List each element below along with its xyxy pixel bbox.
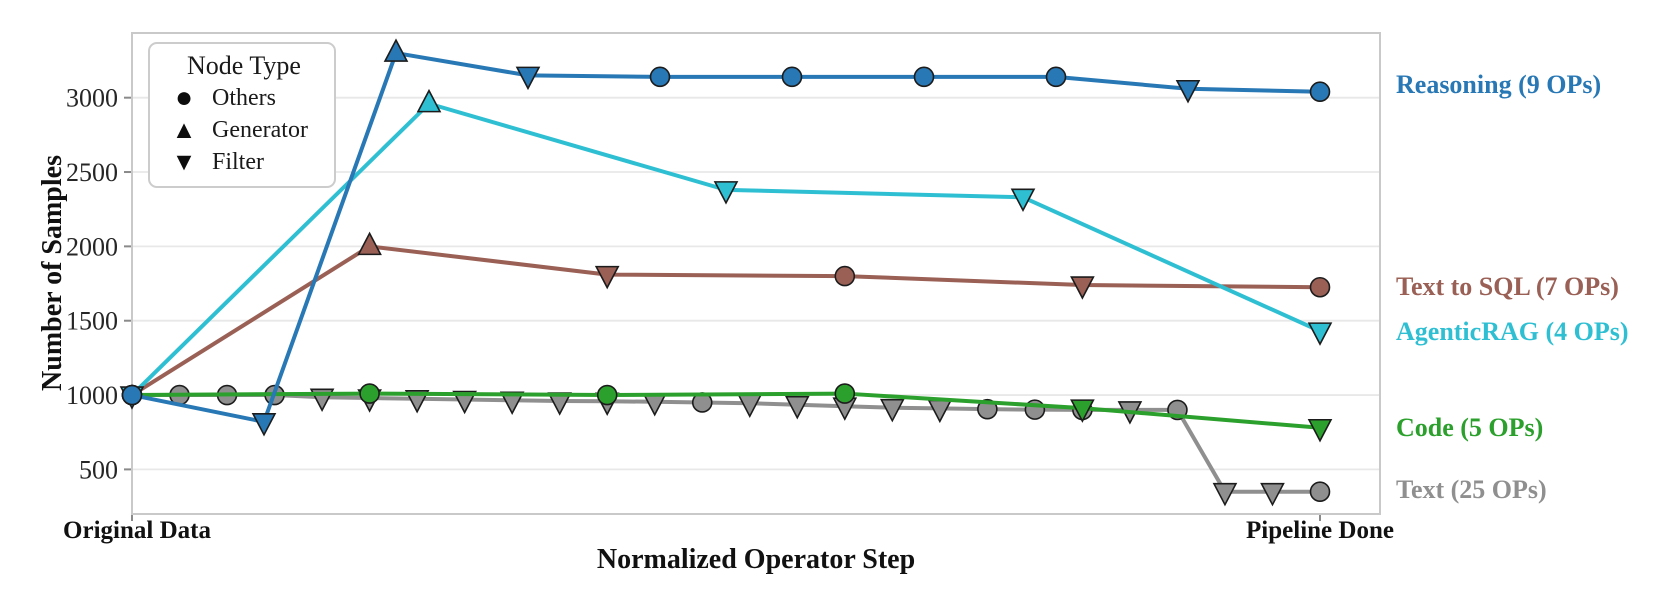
marker-others-text-to-sql	[834, 265, 856, 287]
series-label-agentic-rag: AgenticRAG (4 OPs)	[1396, 317, 1629, 346]
x-tick-label-original-data: Original Data	[63, 517, 211, 544]
x-axis-title: Normalized Operator Step	[596, 544, 916, 575]
marker-filter-text	[737, 394, 763, 418]
y-tick-label: 3000	[66, 84, 118, 113]
series-line-reasoning	[130, 51, 1322, 424]
marker-others-text-to-sql	[1309, 276, 1331, 298]
marker-others-code	[596, 384, 618, 406]
series-label-reasoning: Reasoning (9 OPs)	[1396, 70, 1602, 99]
marker-generator-text-to-sql	[357, 231, 382, 256]
others-circle-icon: ●	[174, 81, 194, 114]
marker-filter-reasoning	[251, 413, 277, 437]
marker-filter-code	[1070, 399, 1095, 423]
marker-generator-agentic-rag	[416, 88, 442, 113]
marker-generator-reasoning	[383, 38, 409, 62]
y-tick-label: 2500	[66, 158, 118, 187]
x-tick-label-pipeline-done: Pipeline Done	[1246, 517, 1394, 544]
y-tick-label: 1500	[66, 307, 118, 336]
marker-filter-reasoning	[1175, 79, 1201, 104]
series-line-text-to-sql	[130, 244, 1322, 398]
marker-filter-text-to-sql	[594, 265, 620, 290]
marker-filter-text	[404, 389, 430, 414]
marker-others-reasoning	[913, 66, 935, 88]
legend: Node Type ● Others ▲ Generator ▼ Filter	[148, 42, 336, 188]
marker-others-reasoning	[1309, 81, 1331, 103]
series-label-code: Code (5 OPs)	[1396, 413, 1544, 442]
marker-filter-text	[879, 398, 905, 423]
plot-border	[131, 32, 1381, 515]
marker-filter-agentic-rag	[1307, 322, 1333, 346]
marker-filter-text	[1260, 482, 1285, 507]
series-line-text	[130, 393, 1322, 494]
y-axis-title: Number of Samples	[37, 155, 68, 391]
marker-others-reasoning	[649, 66, 671, 88]
legend-item-label: Generator	[212, 116, 308, 143]
marker-filter-agentic-rag	[713, 181, 739, 205]
legend-item-others: ● Others	[164, 82, 324, 114]
marker-filter-text-to-sql	[1070, 276, 1095, 300]
series-line-code	[130, 391, 1322, 430]
legend-item-filter: ▼ Filter	[164, 146, 324, 178]
marker-others-reasoning	[1045, 66, 1067, 88]
marker-filter-agentic-rag	[1010, 188, 1036, 213]
marker-filter-text	[642, 392, 668, 417]
marker-others-text	[1309, 481, 1331, 502]
series-label-text-to-sql: Text to SQL (7 OPs)	[1396, 272, 1619, 301]
legend-item-generator: ▲ Generator	[164, 114, 324, 146]
y-tick-label: 1000	[66, 381, 118, 410]
y-tick-label: 2000	[66, 232, 118, 261]
marker-filter-text	[784, 395, 810, 420]
marker-filter-text	[499, 391, 525, 415]
marker-filter-text	[1212, 482, 1238, 507]
legend-item-label: Others	[212, 84, 276, 111]
marker-filter-text	[927, 399, 953, 424]
marker-others-code	[834, 383, 856, 404]
marker-filter-text	[452, 390, 477, 415]
marker-filter-code	[1307, 418, 1333, 443]
series-label-text: Text (25 OPs)	[1396, 475, 1547, 504]
marker-others-reasoning	[781, 66, 803, 88]
marker-others-reasoning	[121, 384, 143, 406]
legend-item-label: Filter	[212, 148, 264, 175]
marker-others-code	[359, 383, 380, 404]
filter-triangle-down-icon: ▼	[171, 148, 197, 176]
generator-triangle-up-icon: ▲	[171, 116, 197, 144]
marker-filter-reasoning	[515, 66, 541, 91]
y-tick-label: 500	[79, 455, 118, 484]
legend-title: Node Type	[187, 51, 301, 80]
